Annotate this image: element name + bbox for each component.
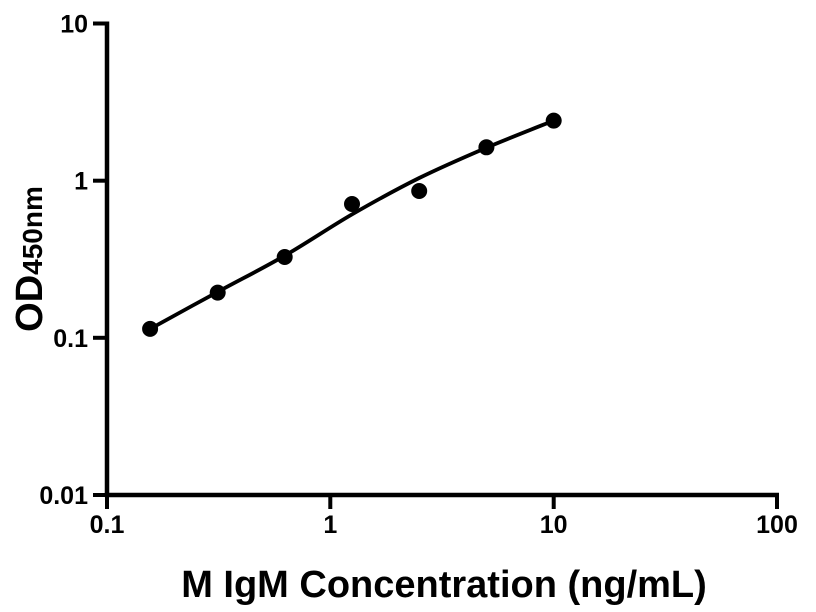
y-axis-title-main: OD [9, 275, 51, 332]
x-tick-label: 100 [756, 511, 798, 539]
data-point [478, 139, 495, 156]
data-point [545, 112, 562, 129]
data-point [209, 284, 226, 301]
data-point [276, 249, 293, 265]
y-tick-label: 0.1 [53, 325, 88, 353]
x-axis-title: M IgM Concentration (ng/mL) [181, 564, 707, 606]
data-point [142, 320, 159, 337]
x-tick-label: 0.1 [90, 511, 125, 539]
y-tick-label: 10 [60, 11, 88, 39]
x-tick-label: 1 [323, 511, 337, 539]
x-tick-label: 10 [540, 511, 568, 539]
y-axis-title-subscript: 450nm [17, 186, 48, 275]
y-axis-title: OD450nm [9, 186, 51, 332]
data-point [344, 196, 360, 212]
fit-curve [148, 118, 556, 331]
y-tick-label: 0.01 [39, 482, 88, 510]
y-tick-label: 1 [74, 168, 88, 196]
data-points-layer [142, 112, 562, 337]
fit-curve-layer [148, 118, 556, 331]
data-point [411, 183, 428, 199]
